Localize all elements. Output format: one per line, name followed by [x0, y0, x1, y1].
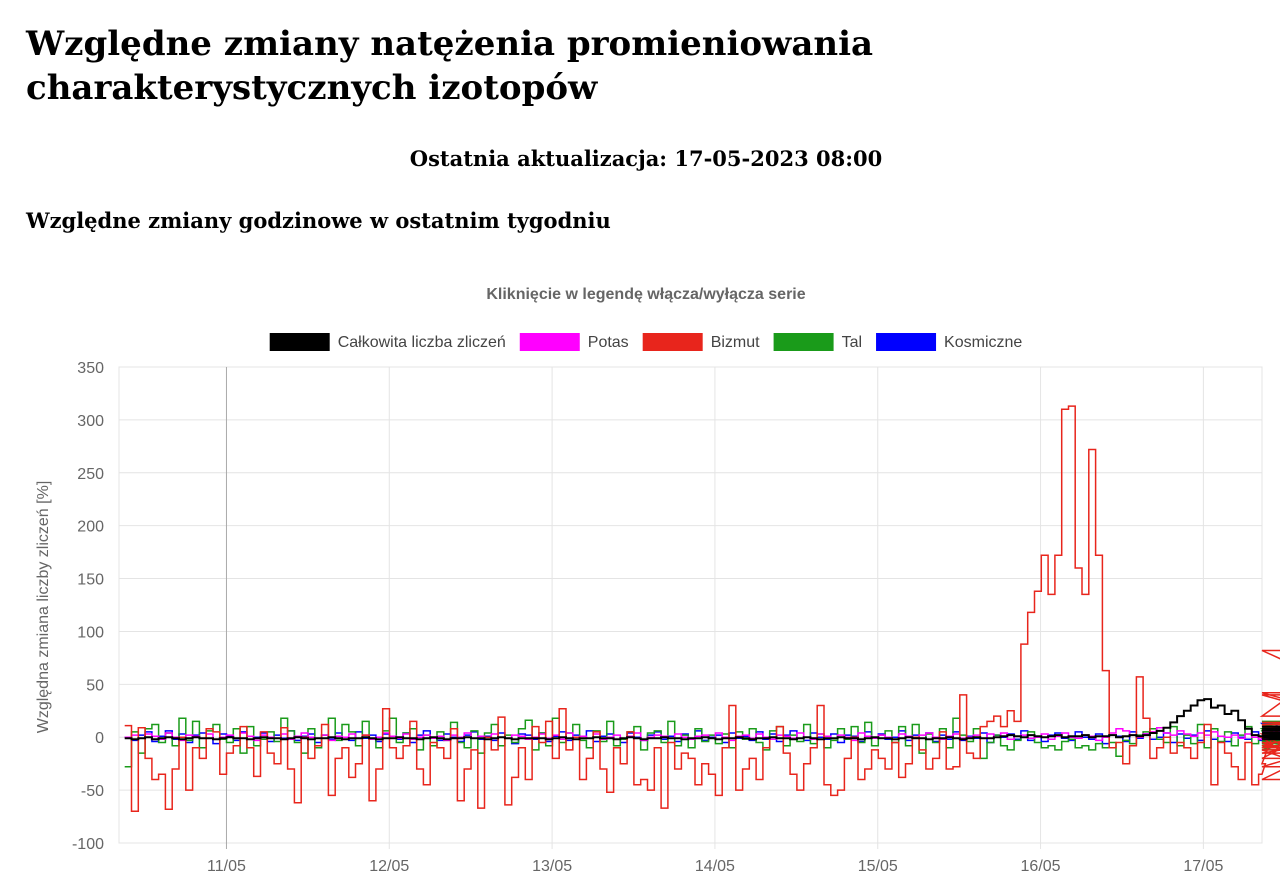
last-update-text: Ostatnia aktualizacja: 17-05-2023 08:00: [409, 146, 883, 171]
y-axis-label: Względna zmiana liczby zliczeń [%]: [35, 481, 52, 734]
y-tick-label: 350: [77, 360, 104, 377]
section-title: Względne zmiany godzinowe w ostatnim tyg…: [26, 208, 611, 233]
y-tick-label: 300: [77, 413, 104, 430]
chart-series: [124, 405, 1280, 813]
legend-swatch: [519, 333, 580, 351]
legend-label: Tal: [842, 334, 862, 351]
x-tick-label: 12/05: [369, 858, 409, 875]
x-tick-label: 17/05: [1183, 858, 1223, 875]
legend-item[interactable]: Kosmiczne: [876, 333, 1022, 351]
legend-swatch: [642, 333, 703, 351]
y-tick-label: -100: [72, 836, 104, 853]
x-tick-label: 11/05: [207, 858, 246, 875]
legend-label: Kosmiczne: [944, 334, 1022, 351]
y-tick-label: 250: [77, 466, 104, 483]
legend-swatch: [269, 333, 330, 351]
y-tick-label: -50: [81, 783, 104, 800]
legend-item[interactable]: Tal: [773, 333, 862, 351]
chart-legend: Całkowita liczba zliczeń Potas Bizmut Tal Ko…: [269, 333, 1022, 351]
legend-label: Potas: [588, 334, 629, 351]
legend-label: Bizmut: [711, 334, 760, 351]
page-title: Względne zmiany natężenia promieniowania…: [26, 24, 874, 108]
y-tick-label: 200: [77, 519, 104, 536]
series-line: [124, 405, 1280, 813]
series-line: [124, 717, 1280, 768]
x-tick-label: 15/05: [858, 858, 898, 875]
legend-label: Całkowita liczba zliczeń: [338, 334, 506, 351]
y-tick-label: 100: [77, 624, 104, 641]
x-tick-label: 13/05: [532, 858, 572, 875]
chart-title: Kliknięcie w legendę włącza/wyłącza seri…: [486, 286, 805, 303]
legend-item[interactable]: Potas: [519, 333, 629, 351]
legend-item[interactable]: Całkowita liczba zliczeń: [269, 333, 506, 351]
x-tick-label: 14/05: [695, 858, 735, 875]
y-axis-ticks: 350 300 250 200 150 100 50 0 -50 -100: [72, 360, 104, 853]
y-tick-label: 50: [86, 677, 104, 694]
series-line: [124, 698, 1280, 741]
series-line: [124, 726, 1280, 742]
x-axis-ticks: 11/05 12/05 13/05 14/05 15/05 16/05 17/05: [207, 858, 1223, 875]
x-tick-label: 16/05: [1021, 858, 1061, 875]
chart-grid: [118, 366, 1263, 849]
legend-swatch: [773, 333, 834, 351]
y-tick-label: 150: [77, 572, 104, 589]
y-tick-label: 0: [95, 730, 104, 747]
legend-swatch: [876, 333, 937, 351]
plot-frame: [118, 366, 1263, 844]
chart: Kliknięcie w legendę włącza/wyłącza seri…: [35, 286, 1280, 875]
legend-item[interactable]: Bizmut: [642, 333, 760, 351]
